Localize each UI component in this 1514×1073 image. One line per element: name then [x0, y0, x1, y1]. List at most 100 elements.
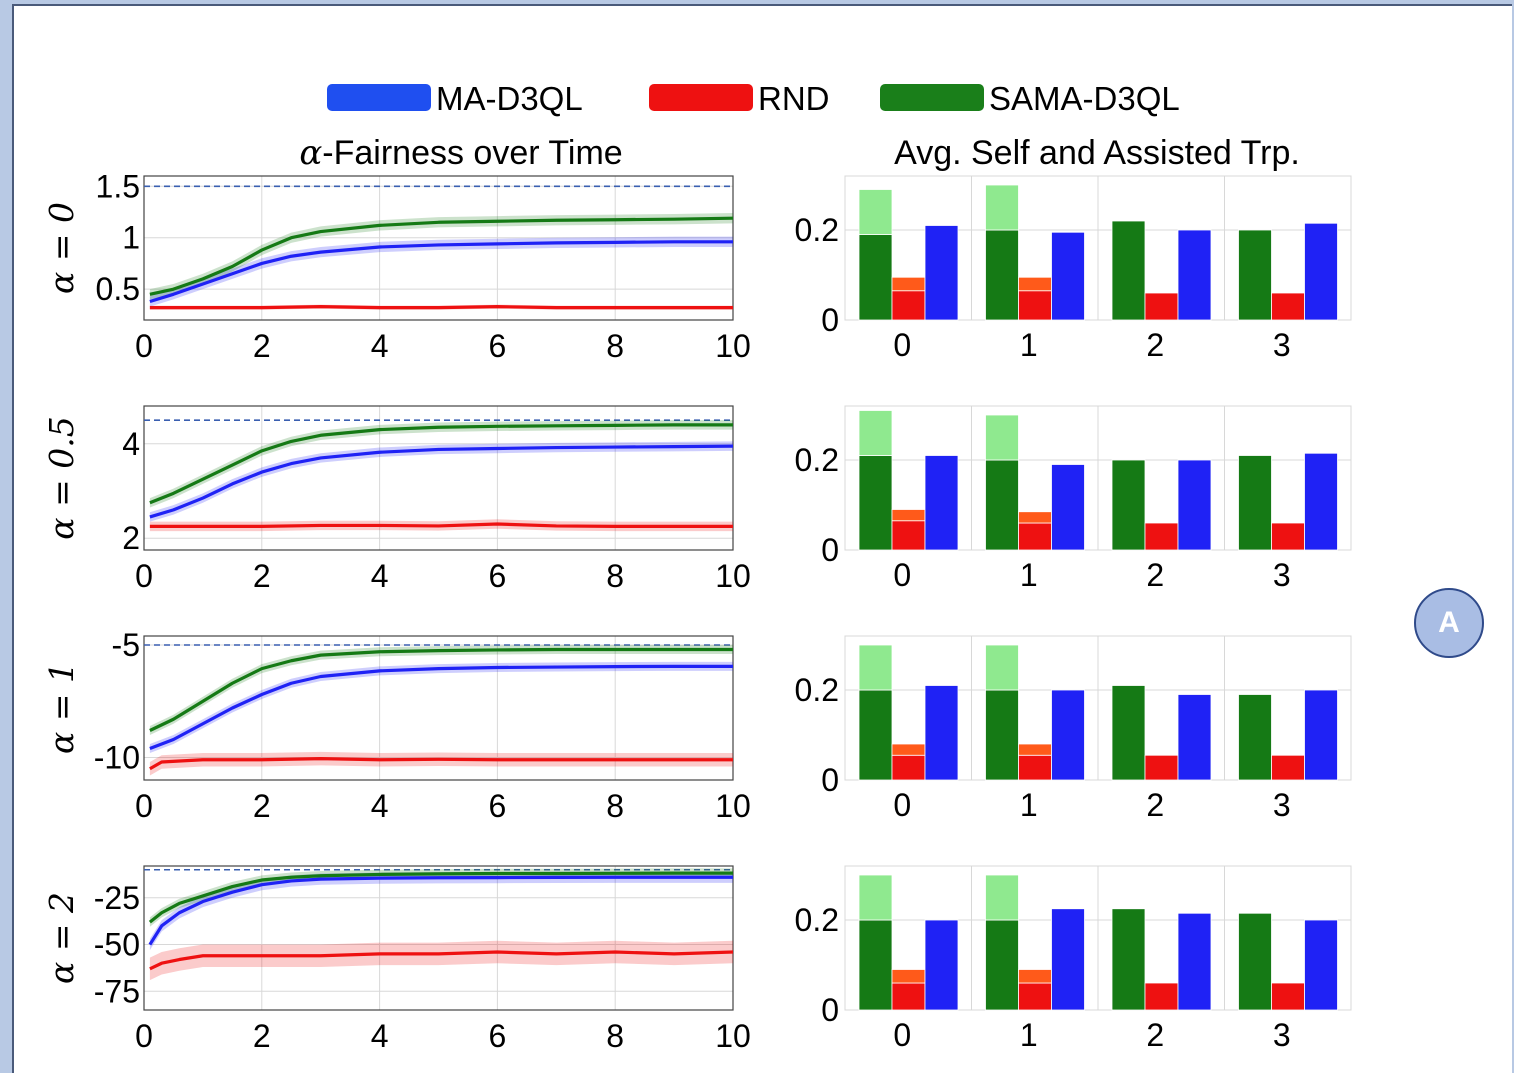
bar-self-rnd-0: [891, 754, 926, 781]
series-line-ma-d3ql: [148, 875, 733, 946]
bar-self-rnd-1: [1018, 982, 1052, 1011]
bar-y-tick-label: 0.2: [795, 212, 839, 248]
bar-assisted-rnd-1: [1018, 969, 1052, 984]
bar-y-tick-label: 0.2: [795, 902, 839, 938]
bar-self-sama-d3ql-0: [858, 689, 893, 781]
bar-y-tick-label: 0: [821, 302, 839, 338]
bar-self-sama-d3ql-1: [985, 689, 1019, 781]
bar-self-ma-d3ql-0: [924, 919, 959, 1011]
y-tick-label: 1.5: [96, 168, 140, 204]
x-tick-label: 4: [371, 1018, 389, 1054]
bar-self-rnd-2: [1144, 982, 1179, 1011]
bar-self-rnd-3: [1271, 522, 1305, 551]
x-tick-label: 6: [489, 788, 507, 824]
plot-frame: [143, 865, 734, 1011]
bar-assisted-rnd-0: [891, 969, 926, 984]
bar-y-tick-label: 0.2: [795, 672, 839, 708]
x-tick-label: 6: [489, 558, 507, 594]
y-tick-label: 1: [122, 220, 140, 256]
x-tick-label: 2: [253, 558, 271, 594]
bar-x-tick-label: 1: [1020, 327, 1038, 363]
bar-self-rnd-0: [891, 982, 926, 1011]
bar-self-sama-d3ql-0: [858, 234, 893, 321]
bar-assisted-rnd-0: [891, 509, 926, 522]
confidence-band-ma-d3ql: [149, 661, 733, 753]
bar-self-rnd-3: [1271, 754, 1305, 781]
row-label-alpha: α = 2: [42, 892, 81, 984]
bar-self-rnd-1: [1018, 522, 1052, 551]
x-tick-label: 6: [489, 328, 507, 364]
bar-x-tick-label: 0: [893, 787, 911, 823]
bar-self-ma-d3ql-0: [924, 455, 959, 551]
bar-chart-row-2: 0 1 2 3 0.2 0: [795, 635, 1352, 823]
row-label-alpha: α = 0.5: [42, 416, 81, 539]
series-line-sama-d3ql: [149, 647, 733, 732]
line-chart-row-0: 0 2 4 6 8 10 1.5 1 0.5 α = 0: [42, 168, 751, 364]
bar-assisted-rnd-1: [1018, 743, 1052, 756]
bar-self-sama-d3ql-1: [985, 459, 1019, 551]
bar-self-rnd-0: [891, 290, 926, 321]
bar-self-sama-d3ql-0: [858, 919, 893, 1011]
y-tick-label: 0.5: [96, 271, 140, 307]
bar-self-ma-d3ql-1: [1051, 908, 1085, 1011]
right-column-title: Avg. Self and Assisted Trp.: [894, 134, 1300, 172]
series-line-ma-d3ql: [149, 664, 733, 750]
bar-self-rnd-0: [891, 520, 926, 551]
bar-self-ma-d3ql-3: [1304, 919, 1338, 1011]
bar-x-tick-label: 3: [1273, 327, 1291, 363]
x-tick-label: 8: [606, 1018, 624, 1054]
x-tick-label: 0: [135, 1018, 153, 1054]
y-tick-label: 4: [122, 426, 140, 462]
x-tick-label: 10: [715, 788, 751, 824]
bar-self-sama-d3ql-3: [1238, 455, 1272, 551]
bar-y-tick-label: 0: [821, 992, 839, 1028]
line-chart-row-2: 0 2 4 6 8 10 -5 -10 α = 1: [42, 627, 751, 824]
x-tick-label: 4: [371, 788, 389, 824]
series-line-sama-d3ql: [149, 216, 734, 296]
bar-self-sama-d3ql-2: [1111, 459, 1146, 551]
bar-self-sama-d3ql-0: [858, 455, 893, 551]
bar-self-ma-d3ql-1: [1051, 689, 1085, 781]
bar-self-sama-d3ql-2: [1111, 908, 1146, 1011]
bar-chart-row-3: 0 1 2 3 0.2 0: [795, 865, 1352, 1053]
y-tick-label: -75: [94, 973, 140, 1009]
bar-self-ma-d3ql-0: [924, 685, 959, 781]
series-line-ma-d3ql: [149, 444, 734, 519]
bar-y-tick-label: 0.2: [795, 442, 839, 478]
bar-self-sama-d3ql-1: [985, 919, 1019, 1011]
series-line-sama-d3ql: [149, 423, 733, 505]
bar-self-rnd-2: [1144, 292, 1179, 321]
y-tick-label: 2: [122, 520, 140, 556]
bar-x-tick-label: 0: [893, 1017, 911, 1053]
bar-x-tick-label: 0: [893, 557, 911, 593]
x-tick-label: 8: [606, 558, 624, 594]
row-label-alpha: α = 0: [42, 202, 81, 294]
bar-self-ma-d3ql-1: [1051, 464, 1085, 551]
bar-assisted-rnd-0: [891, 743, 926, 756]
x-tick-label: 10: [715, 1018, 751, 1054]
y-tick-label: -5: [112, 627, 140, 663]
bar-self-rnd-2: [1144, 754, 1179, 781]
bar-assisted-sama-d3ql-1: [985, 644, 1019, 691]
confidence-band-ma-d3ql: [149, 871, 733, 951]
annotation-badge[interactable]: A: [1414, 588, 1484, 658]
bar-x-tick-label: 3: [1273, 1017, 1291, 1053]
bar-x-tick-label: 2: [1146, 1017, 1164, 1053]
title-left-text: -Fairness over Time: [322, 134, 622, 172]
bar-self-ma-d3ql-0: [924, 225, 959, 321]
legend-label-rnd: RND: [758, 80, 830, 117]
bar-assisted-sama-d3ql-1: [985, 874, 1019, 921]
bar-assisted-sama-d3ql-0: [858, 189, 893, 235]
bar-assisted-sama-d3ql-0: [858, 410, 893, 456]
bar-x-tick-label: 1: [1020, 557, 1038, 593]
confidence-band-sama-d3ql: [149, 645, 733, 735]
x-tick-label: 10: [715, 328, 751, 364]
x-tick-label: 8: [606, 788, 624, 824]
bar-x-tick-label: 3: [1273, 787, 1291, 823]
bar-self-ma-d3ql-1: [1051, 231, 1085, 321]
x-tick-label: 8: [606, 328, 624, 364]
bar-self-rnd-1: [1018, 290, 1052, 321]
confidence-band-rnd: [149, 940, 733, 981]
x-tick-label: 4: [371, 328, 389, 364]
bar-x-tick-label: 2: [1146, 557, 1164, 593]
